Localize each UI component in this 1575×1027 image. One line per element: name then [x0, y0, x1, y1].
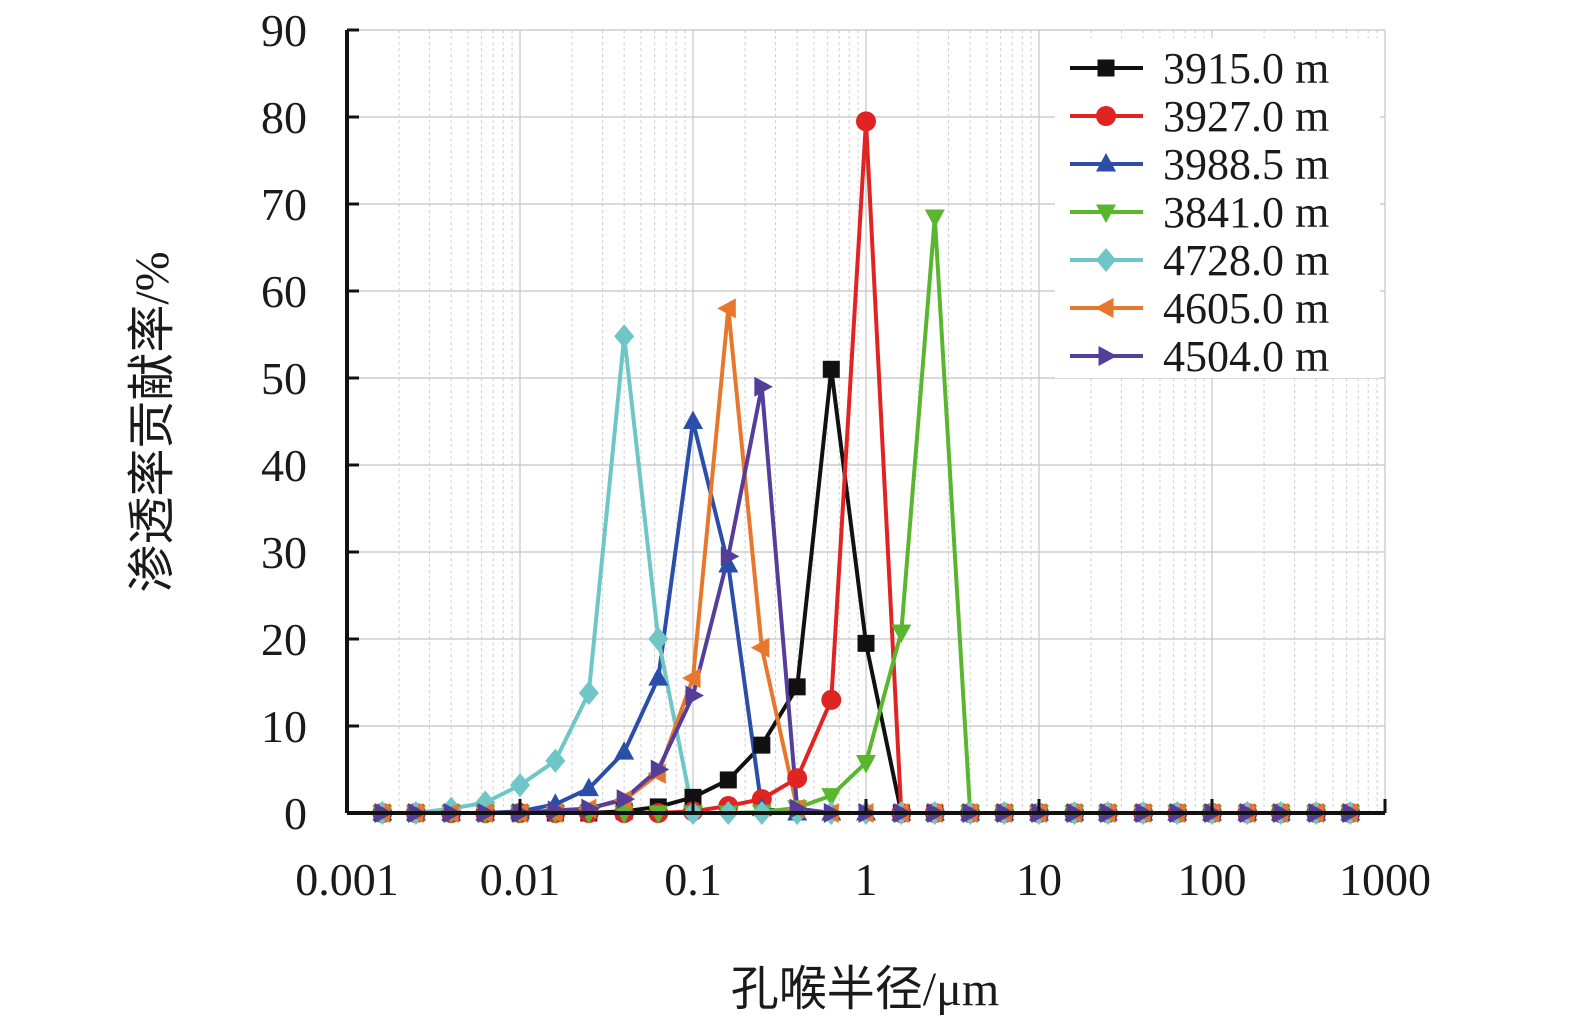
legend-entry-2: 3927.0 m	[1163, 92, 1329, 141]
data-point	[788, 678, 806, 696]
y-tick-label: 40	[261, 440, 307, 491]
y-tick-label: 30	[261, 527, 307, 578]
legend-entry-6: 4605.0 m	[1163, 284, 1329, 333]
x-tick-label: 100	[1178, 854, 1247, 905]
y-axis-label: 渗透率贡献率/%	[126, 251, 179, 592]
data-point	[510, 773, 530, 798]
data-point	[1096, 106, 1116, 126]
legend-entry-4: 3841.0 m	[1163, 188, 1329, 237]
data-point	[650, 759, 670, 780]
data-point	[750, 637, 770, 658]
data-point	[856, 755, 876, 774]
y-tick-label: 10	[261, 701, 307, 752]
data-point	[754, 376, 773, 397]
data-point	[683, 410, 703, 429]
y-tick-label: 50	[261, 353, 307, 404]
data-point	[924, 209, 945, 229]
data-point	[1097, 59, 1115, 77]
y-tick-label: 80	[261, 92, 307, 143]
legend-entry-7: 4504.0 m	[1163, 332, 1329, 381]
x-tick-label: 1000	[1339, 854, 1431, 905]
x-tick-label: 1	[855, 854, 878, 905]
y-tick-label: 0	[284, 788, 307, 839]
y-tick-label: 20	[261, 614, 307, 665]
data-point	[891, 624, 912, 644]
data-point	[682, 668, 701, 689]
data-point	[821, 689, 842, 710]
data-point	[1096, 204, 1116, 223]
x-tick-label: 10	[1016, 854, 1062, 905]
data-point	[822, 360, 840, 378]
data-point	[578, 680, 599, 705]
data-point	[856, 111, 876, 132]
data-point	[753, 736, 771, 754]
data-point	[787, 768, 808, 789]
data-point	[1096, 248, 1116, 272]
data-point	[685, 685, 704, 706]
data-point	[720, 546, 740, 567]
data-point	[545, 748, 566, 773]
legend-entry-5: 4728.0 m	[1163, 236, 1329, 285]
data-point	[857, 634, 875, 652]
x-tick-label: 0.001	[295, 854, 399, 905]
data-point	[648, 667, 669, 686]
y-tick-label: 60	[261, 266, 307, 317]
legend-entry-1: 3915.0 m	[1163, 44, 1329, 93]
data-point	[1095, 298, 1114, 318]
data-point	[684, 788, 702, 806]
data-point	[614, 741, 635, 760]
data-point	[547, 800, 567, 821]
y-tick-labels: 0 10 20 30 40 50 60 70 80 90	[261, 5, 307, 839]
x-axis-label: 孔喉半径/μm	[731, 963, 999, 1016]
y-tick-label: 70	[261, 179, 307, 230]
data-point	[616, 789, 636, 810]
data-point	[614, 324, 635, 349]
data-point	[821, 788, 842, 807]
data-point	[1098, 346, 1117, 366]
legend-entry-3: 3988.5 m	[1163, 140, 1329, 189]
data-point	[648, 627, 669, 651]
data-point	[719, 771, 737, 789]
data-point	[578, 777, 599, 797]
x-tick-label: 0.1	[664, 854, 722, 905]
y-tick-label: 90	[261, 5, 307, 56]
x-tick-labels: 0.001 0.01 0.1 1 10 100 1000	[295, 854, 1431, 905]
data-point	[718, 554, 739, 573]
data-point	[717, 298, 736, 319]
axes	[345, 28, 1387, 815]
data-point	[1096, 153, 1116, 172]
x-tick-label: 0.01	[480, 854, 561, 905]
